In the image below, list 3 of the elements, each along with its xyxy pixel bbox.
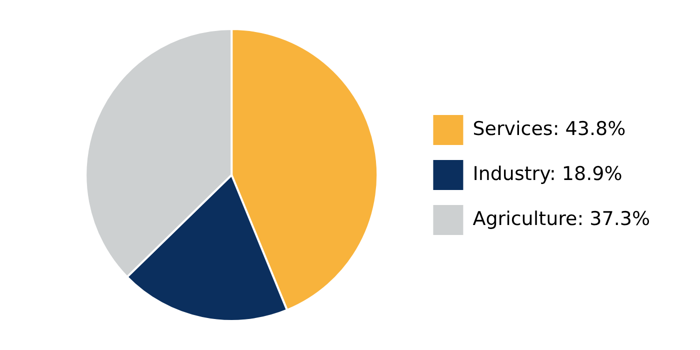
legend-label: Agriculture: 37.3%: [472, 208, 650, 230]
legend-label: Industry: 18.9%: [472, 162, 622, 185]
legend-label: Services: 43.8%: [472, 118, 626, 140]
